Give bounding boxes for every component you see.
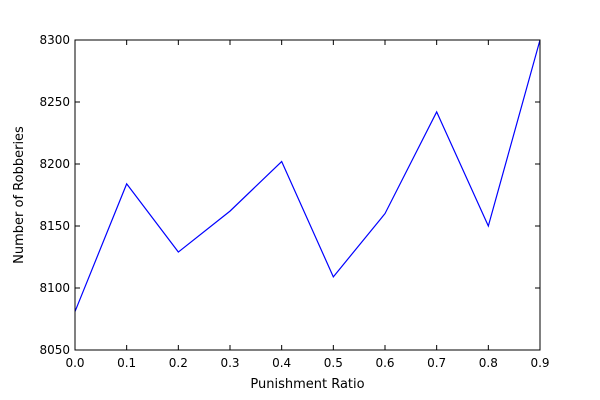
x-tick-label: 0.3 xyxy=(220,356,239,370)
y-tick-label: 8100 xyxy=(39,281,70,295)
x-tick-label: 0.6 xyxy=(375,356,394,370)
x-axis-ticks: 0.0 0.1 0.2 0.3 0.4 0.5 0.6 0.7 0.8 0.9 xyxy=(65,40,550,370)
x-axis-label: Punishment Ratio xyxy=(250,377,364,392)
y-axis-ticks: 8050 8100 8150 8200 8250 8300 xyxy=(39,33,540,357)
x-tick-label: 0.5 xyxy=(324,356,343,370)
plot-frame xyxy=(74,39,541,351)
y-tick-label: 8050 xyxy=(39,343,70,357)
x-tick-label: 0.9 xyxy=(530,356,549,370)
y-tick-label: 8250 xyxy=(39,95,70,109)
x-tick-label: 0.0 xyxy=(65,356,84,370)
y-tick-label: 8300 xyxy=(39,33,70,47)
x-tick-label: 0.2 xyxy=(169,356,188,370)
y-axis-label: Number of Robberies xyxy=(12,126,27,264)
x-tick-label: 0.4 xyxy=(272,356,291,370)
y-tick-label: 8150 xyxy=(39,219,70,233)
x-tick-label: 0.7 xyxy=(427,356,446,370)
y-tick-label: 8200 xyxy=(39,157,70,171)
x-tick-label: 0.1 xyxy=(117,356,136,370)
series-line xyxy=(74,39,541,312)
x-tick-label: 0.8 xyxy=(479,356,498,370)
